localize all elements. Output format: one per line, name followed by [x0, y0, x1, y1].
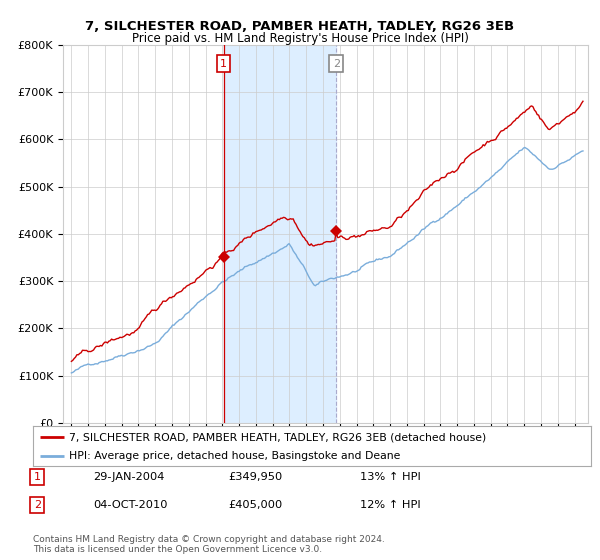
- Text: 2: 2: [34, 500, 41, 510]
- Text: 1: 1: [34, 472, 41, 482]
- Text: HPI: Average price, detached house, Basingstoke and Deane: HPI: Average price, detached house, Basi…: [69, 451, 401, 460]
- Text: 12% ↑ HPI: 12% ↑ HPI: [360, 500, 421, 510]
- Text: 2: 2: [332, 59, 340, 69]
- Text: Price paid vs. HM Land Registry's House Price Index (HPI): Price paid vs. HM Land Registry's House …: [131, 32, 469, 45]
- Text: 1: 1: [220, 59, 227, 69]
- Text: £349,950: £349,950: [228, 472, 282, 482]
- Text: This data is licensed under the Open Government Licence v3.0.: This data is licensed under the Open Gov…: [33, 545, 322, 554]
- Text: 04-OCT-2010: 04-OCT-2010: [93, 500, 167, 510]
- Text: 7, SILCHESTER ROAD, PAMBER HEATH, TADLEY, RG26 3EB: 7, SILCHESTER ROAD, PAMBER HEATH, TADLEY…: [85, 20, 515, 32]
- Text: £405,000: £405,000: [228, 500, 282, 510]
- Text: 29-JAN-2004: 29-JAN-2004: [93, 472, 164, 482]
- Text: 7, SILCHESTER ROAD, PAMBER HEATH, TADLEY, RG26 3EB (detached house): 7, SILCHESTER ROAD, PAMBER HEATH, TADLEY…: [69, 432, 487, 442]
- Text: Contains HM Land Registry data © Crown copyright and database right 2024.: Contains HM Land Registry data © Crown c…: [33, 535, 385, 544]
- Bar: [224, 45, 336, 423]
- Text: 13% ↑ HPI: 13% ↑ HPI: [360, 472, 421, 482]
